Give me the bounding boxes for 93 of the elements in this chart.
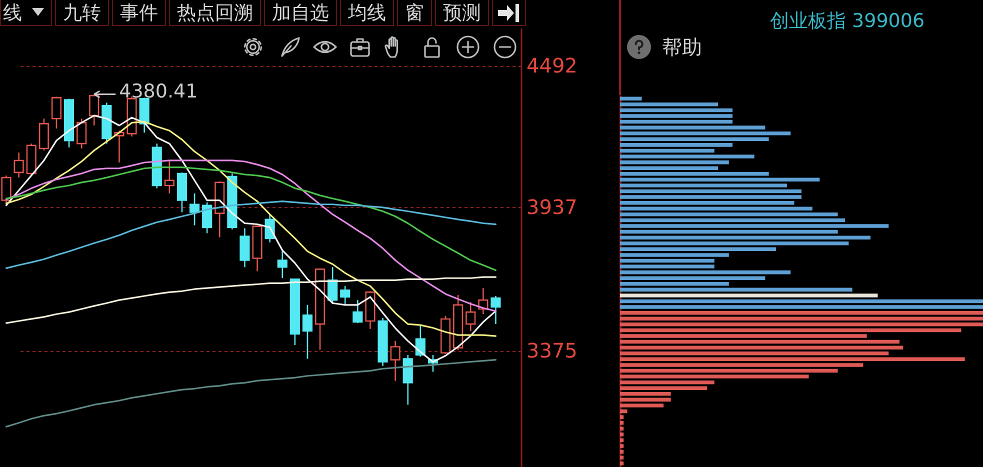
toolbar-button: 均线 xyxy=(340,0,394,26)
bar xyxy=(620,357,965,362)
candlestick xyxy=(76,118,87,150)
bar xyxy=(620,374,809,378)
bar xyxy=(620,178,820,182)
bar xyxy=(620,316,983,321)
bar xyxy=(620,114,733,118)
toolbar-button: 九转 xyxy=(55,0,109,26)
toolbar-button: 事件 xyxy=(112,0,166,26)
text: 帮助 xyxy=(662,35,702,59)
toolbar-button: 加自选 xyxy=(264,0,337,26)
bar xyxy=(620,230,838,234)
bar xyxy=(620,236,870,240)
bar xyxy=(620,206,812,211)
bar xyxy=(620,224,889,228)
candlestick xyxy=(390,340,400,382)
bar xyxy=(620,131,791,136)
chart-title: 创业板指 399006 xyxy=(770,10,925,32)
bar xyxy=(620,398,671,402)
bar xyxy=(620,108,733,112)
candlestick xyxy=(277,250,288,279)
annotation: 4380.41 xyxy=(119,80,198,102)
line-series xyxy=(5,276,497,324)
candlestick xyxy=(164,160,174,194)
bar xyxy=(620,363,864,367)
bar xyxy=(620,143,733,147)
bar xyxy=(620,258,714,263)
bar xyxy=(620,212,838,216)
candlestick xyxy=(51,96,62,130)
toolbar-button: 窗 xyxy=(397,0,432,26)
bar xyxy=(620,444,624,448)
bar xyxy=(620,334,867,338)
bar xyxy=(620,409,628,414)
candlestick xyxy=(302,304,313,360)
bar xyxy=(620,247,776,252)
bar xyxy=(620,172,769,176)
candlestick xyxy=(240,228,250,268)
bar xyxy=(620,102,718,106)
toolbar-button: 线 xyxy=(0,0,52,26)
bar xyxy=(620,166,718,170)
bar xyxy=(620,322,983,326)
bar xyxy=(620,456,624,460)
bar xyxy=(620,148,714,153)
bar xyxy=(620,386,708,390)
bar xyxy=(620,415,624,419)
bar xyxy=(620,120,733,124)
bar xyxy=(620,218,846,222)
bar xyxy=(620,137,769,142)
candlestick xyxy=(402,354,413,406)
y-tick-label: 3937 xyxy=(526,194,578,219)
bar xyxy=(620,282,729,286)
bar xyxy=(620,299,983,304)
bar xyxy=(620,276,766,280)
bar xyxy=(620,126,766,130)
candlestick xyxy=(466,301,476,332)
bar xyxy=(620,404,664,408)
bar xyxy=(620,432,624,436)
bar xyxy=(620,184,787,188)
bar xyxy=(620,346,904,350)
bar xyxy=(620,351,889,356)
candlestick xyxy=(89,94,100,126)
bar xyxy=(620,160,729,164)
candlestick xyxy=(202,202,212,234)
bar xyxy=(620,96,642,100)
bar xyxy=(620,253,729,257)
bar xyxy=(620,392,671,396)
bar xyxy=(620,310,983,315)
bar xyxy=(620,241,849,246)
bar xyxy=(620,462,624,466)
bar xyxy=(620,270,791,274)
bar xyxy=(620,328,962,332)
bar xyxy=(620,340,900,344)
toolbar-button: 预测 xyxy=(435,0,489,26)
bar xyxy=(620,264,714,268)
candlestick xyxy=(352,299,363,324)
line-series xyxy=(5,359,497,428)
bar xyxy=(620,195,802,199)
line-series xyxy=(5,200,497,269)
bar xyxy=(620,288,852,292)
candlestick xyxy=(490,295,501,325)
candlestick xyxy=(340,285,350,306)
y-tick-label: 4492 xyxy=(526,53,578,78)
bar xyxy=(620,380,714,384)
y-tick-label: 3375 xyxy=(526,338,578,362)
bar xyxy=(620,294,878,298)
toolbar-button: 热点回溯 xyxy=(169,0,261,26)
bar xyxy=(620,368,838,373)
bar xyxy=(620,305,983,309)
bar xyxy=(620,189,802,194)
candlestick xyxy=(189,192,200,226)
bar xyxy=(620,200,794,205)
candlestick xyxy=(14,152,24,178)
bar xyxy=(620,154,754,158)
